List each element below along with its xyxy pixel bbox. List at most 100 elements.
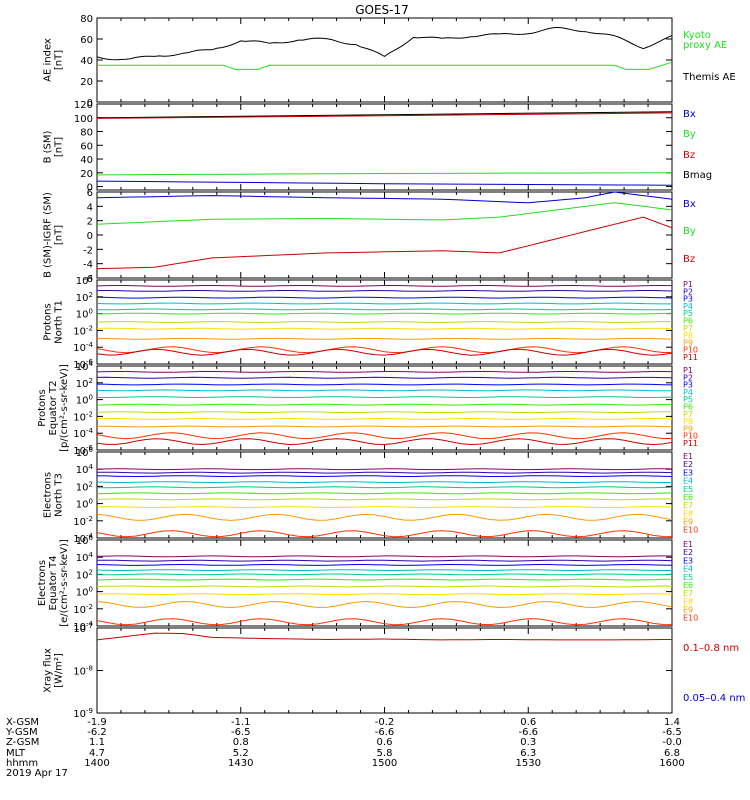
y-tick-label: 2 bbox=[87, 217, 93, 228]
y-axis-label: B (SM)-IGRF (SM) bbox=[43, 192, 54, 278]
legend-label: P6 bbox=[683, 403, 693, 412]
row-label: Z-GSM bbox=[6, 737, 39, 748]
channel-line bbox=[96, 498, 672, 501]
channel-line bbox=[96, 396, 673, 399]
column-value: 5.2 bbox=[233, 748, 249, 759]
y-axis-label: B (SM) bbox=[43, 130, 54, 163]
y-tick-label: 104 bbox=[76, 463, 94, 476]
legend-label: E1 bbox=[683, 540, 693, 549]
row-label: X-GSM bbox=[6, 717, 39, 728]
column-value: 0.8 bbox=[233, 737, 249, 748]
y-tick-label: 10-6 bbox=[73, 444, 93, 457]
legend-label: P8 bbox=[683, 331, 693, 340]
panel-frame bbox=[96, 191, 673, 279]
column-value: 5.8 bbox=[377, 748, 393, 759]
legend-label: P2 bbox=[683, 373, 693, 382]
legend-label: P11 bbox=[683, 353, 698, 362]
channel-line bbox=[96, 559, 673, 562]
legend-label: P5 bbox=[683, 309, 693, 318]
column-value: -6.6 bbox=[518, 727, 538, 738]
channel-line bbox=[96, 411, 672, 414]
channel-line bbox=[96, 600, 673, 609]
y-tick-label: 10-4 bbox=[73, 620, 93, 633]
y-tick-label: 104 bbox=[76, 551, 94, 564]
legend-label: E10 bbox=[683, 614, 698, 623]
y-tick-label: 10-2 bbox=[73, 515, 93, 528]
legend-label: P3 bbox=[683, 295, 693, 304]
legend-label: By bbox=[683, 226, 696, 237]
y-axis-label: [nT] bbox=[54, 225, 65, 245]
y-tick-label: 4 bbox=[87, 202, 93, 213]
legend-label: P8 bbox=[683, 417, 693, 426]
legend-label: E5 bbox=[683, 573, 693, 582]
legend-label: E6 bbox=[683, 581, 693, 590]
legend-label: P1 bbox=[683, 280, 693, 289]
y-axis-label: Electrons bbox=[43, 472, 54, 518]
legend-label: By bbox=[683, 129, 696, 140]
legend-label: Bz bbox=[683, 254, 695, 265]
series-line bbox=[96, 202, 673, 225]
legend-label: P9 bbox=[683, 338, 693, 347]
column-value: 0.6 bbox=[377, 737, 393, 748]
y-tick-label: 100 bbox=[74, 114, 93, 125]
row-label: Y-GSM bbox=[5, 727, 38, 738]
y-tick-label: 106 bbox=[76, 446, 94, 459]
column-value: 4.7 bbox=[89, 748, 105, 759]
legend-label: E4 bbox=[683, 565, 693, 574]
column-value: -6.5 bbox=[662, 727, 682, 738]
legend-label: E4 bbox=[683, 477, 693, 486]
channel-line bbox=[96, 289, 673, 292]
legend-label: Themis AE bbox=[682, 72, 736, 83]
y-axis-label: Electrons bbox=[37, 560, 48, 606]
row-label: 2019 Apr 17 bbox=[6, 768, 68, 779]
y-tick-label: 10-7 bbox=[73, 622, 93, 635]
legend-label: E2 bbox=[683, 548, 693, 557]
legend-label: E8 bbox=[683, 597, 693, 606]
channel-line bbox=[96, 618, 673, 626]
y-axis-label: Protons bbox=[43, 303, 54, 340]
y-tick-label: 102 bbox=[76, 291, 93, 304]
channel-line bbox=[96, 383, 673, 386]
series-line bbox=[97, 61, 673, 70]
y-axis-label: [e/(cm²-s-sr-keV)] bbox=[59, 539, 70, 627]
channel-line bbox=[96, 573, 673, 576]
y-tick-label: 0 bbox=[87, 183, 93, 194]
legend-label: E10 bbox=[683, 526, 698, 535]
y-axis-label: Equator T4 bbox=[48, 556, 59, 611]
y-tick-label: 10-2 bbox=[73, 324, 93, 337]
y-tick-label: 40 bbox=[80, 155, 93, 166]
y-tick-label: 100 bbox=[76, 498, 93, 511]
panel-frame bbox=[96, 627, 673, 714]
column-value: 0.6 bbox=[520, 717, 536, 728]
y-axis-label: Xray flux bbox=[43, 648, 54, 693]
y-tick-label: 102 bbox=[76, 377, 93, 390]
column-value: 1.4 bbox=[664, 717, 680, 728]
channel-line bbox=[96, 312, 673, 315]
legend-label: Bx bbox=[683, 199, 696, 210]
channel-line bbox=[96, 403, 673, 406]
column-value: -6.6 bbox=[375, 727, 395, 738]
panel-3: 6 4 2 0 -2 -4 -6 B (SM)-IGRF (SM) [nT] Bx By Bz bbox=[43, 188, 696, 285]
column-value: 1600 bbox=[659, 758, 684, 769]
column-value: 1400 bbox=[84, 758, 109, 769]
y-tick-label: -2 bbox=[83, 245, 93, 256]
legend-label: P2 bbox=[683, 287, 693, 296]
panel-frame bbox=[96, 17, 673, 103]
y-tick-label: 100 bbox=[76, 586, 93, 599]
series-line bbox=[96, 111, 673, 119]
y-tick-label: 20 bbox=[80, 169, 93, 180]
legend-label: E6 bbox=[683, 493, 693, 502]
y-axis-label: North T1 bbox=[54, 300, 65, 344]
channel-line bbox=[96, 371, 673, 373]
column-value: -1.1 bbox=[231, 717, 251, 728]
channel-line bbox=[96, 475, 673, 478]
channel-line bbox=[96, 468, 673, 471]
channel-line bbox=[96, 308, 673, 311]
column-value: -0.0 bbox=[662, 737, 682, 748]
column-value: -0.2 bbox=[375, 717, 395, 728]
legend-label: P4 bbox=[683, 302, 693, 311]
channel-line bbox=[96, 321, 672, 323]
